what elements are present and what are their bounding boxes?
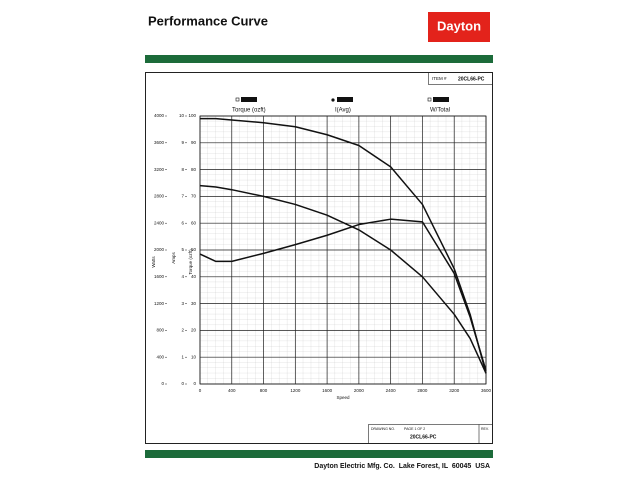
y3-tick-label: 0 (161, 381, 164, 386)
legend-redacted (433, 97, 449, 102)
x-tick-label: 3600 (481, 388, 492, 393)
y-tick-label: 100 (188, 113, 196, 118)
x-tick-label: 2800 (417, 388, 428, 393)
y-tick-label: 90 (191, 140, 197, 145)
y-tick-label: 30 (191, 301, 197, 306)
top-band (145, 55, 493, 63)
y-tick-label: 10 (191, 354, 197, 359)
y2-tick-label: 8 (181, 167, 184, 172)
y2-axis-title: Amps (171, 252, 176, 264)
y-tick-label: 60 (191, 220, 197, 225)
x-tick-label: 1600 (322, 388, 333, 393)
legend-label: I(Avg) (335, 108, 351, 114)
x-tick-label: 1200 (290, 388, 301, 393)
y2-tick-label: 7 (181, 194, 184, 199)
y2-tick-label: 3 (181, 301, 184, 306)
legend-label: Torque (ozft) (232, 108, 266, 114)
y3-axis-title: Watts (151, 256, 156, 268)
y3-tick-label: 1600 (154, 274, 165, 279)
legend-marker (235, 97, 240, 102)
y2-tick-label: 5 (181, 247, 184, 252)
legend-label: W/Total (430, 108, 450, 114)
x-tick-label: 3200 (449, 388, 460, 393)
legend: Torque (ozft) I(Avg) W/Total (232, 97, 450, 114)
legend-redacted (337, 97, 353, 102)
page-title: Performance Curve (148, 13, 268, 28)
logo: Dayton (437, 18, 481, 33)
y2-tick-label: 9 (181, 140, 184, 145)
x-tick-label: 0 (199, 388, 202, 393)
y-tick-label: 70 (191, 194, 197, 199)
y3-tick-label: 800 (156, 328, 164, 333)
y3-tick-label: 3200 (154, 167, 165, 172)
legend-redacted (241, 97, 257, 102)
y2-tick-label: 10 (179, 113, 185, 118)
y2-tick-label: 6 (181, 220, 184, 225)
item-number: 20CL66-PC (458, 76, 485, 82)
y3-tick-label: 3600 (154, 140, 165, 145)
y-tick-label: 50 (191, 247, 197, 252)
item-label: ITEM # (432, 76, 447, 81)
x-tick-label: 2000 (354, 388, 365, 393)
legend-marker (427, 97, 432, 102)
y2-tick-label: 1 (181, 354, 184, 359)
y3-tick-label: 400 (156, 354, 164, 359)
y3-tick-label: 2800 (154, 194, 165, 199)
y-tick-label: 0 (193, 381, 196, 386)
y-tick-label: 20 (191, 328, 197, 333)
y3-tick-label: 2400 (154, 220, 165, 225)
company: Dayton Electric Mfg. Co. Lake Forest, IL… (314, 463, 490, 470)
y-axis-title: Torque (ozft) (188, 249, 193, 275)
y2-tick-label: 0 (181, 381, 184, 386)
series-line (200, 117, 487, 374)
series-line (199, 218, 487, 371)
x-tick-label: 800 (260, 388, 268, 393)
x-tick-label: 2400 (386, 388, 397, 393)
rev-label: REV. (481, 427, 489, 431)
x-axis-title: Speed (336, 395, 350, 400)
logo-box (428, 12, 490, 42)
series-line (199, 184, 487, 374)
y2-tick-label: 4 (181, 274, 184, 279)
y3-tick-label: 1200 (154, 301, 165, 306)
bottom-band (145, 450, 493, 458)
y-tick-label: 40 (191, 274, 197, 279)
frame (145, 72, 493, 444)
x-tick-label: 400 (228, 388, 236, 393)
item-box (428, 72, 493, 85)
drawing-number: 20CL66-PC (410, 434, 437, 440)
legend-marker (331, 98, 335, 102)
page-number: PAGE 1 OF 2 (404, 427, 425, 431)
y3-tick-label: 4000 (154, 113, 165, 118)
y-tick-label: 80 (191, 167, 197, 172)
drawing-no-label: DRAWING NO. (371, 427, 395, 431)
y2-tick-label: 2 (181, 328, 184, 333)
y3-tick-label: 2000 (154, 247, 165, 252)
drawing-box (368, 424, 493, 444)
